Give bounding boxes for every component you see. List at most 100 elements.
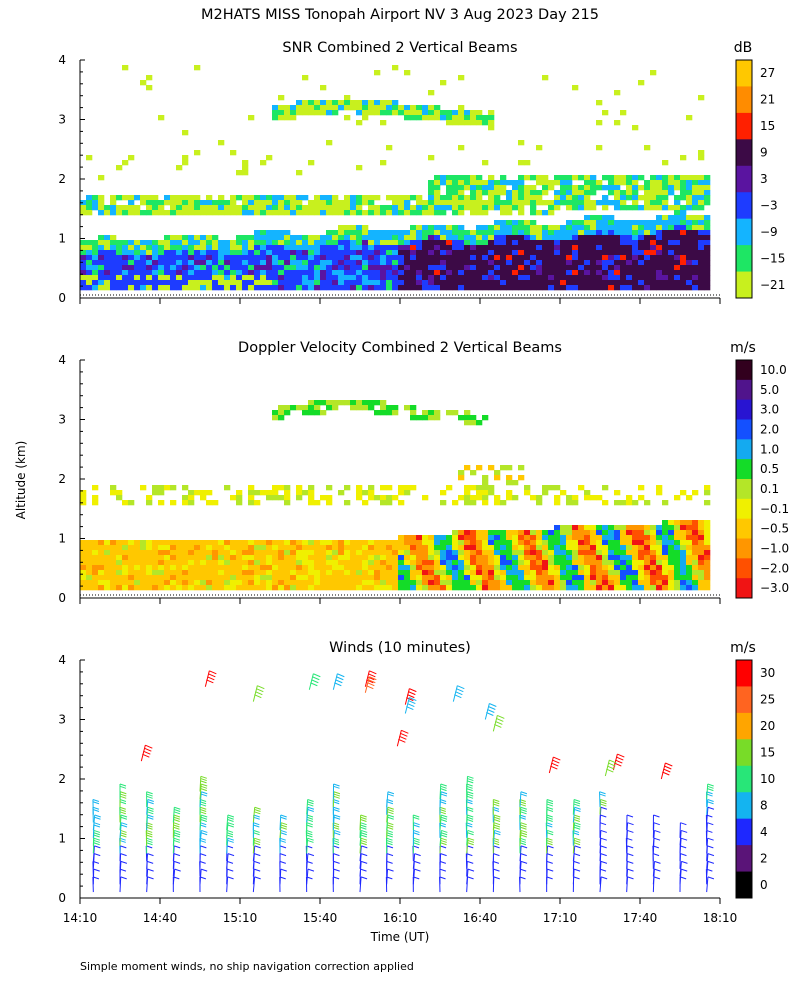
barb-flag <box>627 876 634 880</box>
barb-staff <box>359 845 362 862</box>
snr-cell <box>608 235 615 241</box>
snr-cell <box>596 220 603 226</box>
barb-flag <box>119 809 126 812</box>
snr-cell <box>500 265 507 271</box>
snr-cell <box>104 245 111 251</box>
doppler-cell <box>188 545 195 551</box>
snr-cell <box>650 70 657 76</box>
wind-barb <box>492 829 501 846</box>
barb-flag <box>546 806 554 810</box>
snr-cell <box>476 270 483 276</box>
snr-cell <box>416 265 423 271</box>
doppler-cell <box>518 575 525 581</box>
barb-flag <box>94 816 101 820</box>
snr-cell <box>602 195 609 201</box>
snr-cell <box>566 190 573 196</box>
doppler-cell <box>560 545 567 551</box>
doppler-cell <box>80 570 87 576</box>
snr-cell <box>626 230 633 236</box>
doppler-cell <box>674 520 681 526</box>
snr-cell <box>704 280 711 286</box>
snr-cell <box>656 280 663 286</box>
snr-cell <box>314 100 321 106</box>
snr-cell <box>440 180 447 186</box>
snr-cell <box>428 285 435 291</box>
snr-cell <box>530 220 537 226</box>
barb-flag <box>199 803 207 807</box>
wind-barb <box>332 876 340 893</box>
doppler-cell <box>398 535 405 541</box>
snr-cell <box>344 235 351 241</box>
snr-cell <box>626 205 633 211</box>
doppler-cell <box>158 575 165 581</box>
doppler-cell <box>614 575 621 581</box>
doppler-cell <box>194 585 201 591</box>
snr-cell <box>392 245 399 251</box>
snr-cell <box>584 270 591 276</box>
doppler-cell <box>518 570 525 576</box>
doppler-cell <box>440 490 447 496</box>
snr-cell <box>416 105 423 111</box>
snr-cell <box>536 210 543 216</box>
snr-cell <box>656 185 663 191</box>
snr-cell <box>122 65 129 71</box>
doppler-cell <box>344 580 351 586</box>
barb-flag <box>466 783 473 787</box>
doppler-cell <box>650 545 657 551</box>
doppler-cell <box>86 555 93 561</box>
doppler-cell <box>122 540 129 546</box>
wind-barb <box>519 829 528 846</box>
doppler-cell <box>326 565 333 571</box>
doppler-cell <box>410 570 417 576</box>
snr-cell <box>368 195 375 201</box>
doppler-cell <box>194 560 201 566</box>
doppler-cell <box>650 550 657 556</box>
barb-flag <box>387 793 394 797</box>
snr-cell <box>674 240 681 246</box>
snr-cell <box>368 255 375 261</box>
snr-cell <box>530 190 537 196</box>
barb-flag <box>200 785 208 789</box>
snr-cell <box>80 200 87 206</box>
doppler-cell <box>620 540 627 546</box>
snr-cell <box>452 185 459 191</box>
doppler-cell <box>494 545 501 551</box>
doppler-cell <box>284 580 291 586</box>
snr-cell <box>524 280 531 286</box>
doppler-cell <box>236 580 243 586</box>
snr-cell <box>608 220 615 226</box>
snr-cell <box>698 155 705 161</box>
doppler-cell <box>152 585 159 591</box>
doppler-cell <box>242 565 249 571</box>
doppler-cell <box>392 410 399 416</box>
doppler-cell <box>644 565 651 571</box>
wind-barb <box>92 799 100 815</box>
snr-cell <box>368 280 375 286</box>
snr-cell <box>632 225 639 231</box>
snr-cell <box>230 240 237 246</box>
doppler-cell <box>404 545 411 551</box>
barb-flag <box>547 845 554 849</box>
snr-cell <box>434 265 441 271</box>
doppler-cell <box>296 495 303 501</box>
doppler-cell <box>356 570 363 576</box>
snr-cell <box>356 265 363 271</box>
snr-cell <box>518 260 525 266</box>
doppler-cell <box>542 555 549 561</box>
snr-cell <box>554 190 561 196</box>
barb-flag <box>332 824 340 828</box>
snr-cell <box>446 180 453 186</box>
barb-flag <box>519 868 527 872</box>
snr-cell <box>104 280 111 286</box>
snr-cell <box>170 255 177 261</box>
snr-cell <box>452 190 459 196</box>
doppler-cell <box>92 560 99 566</box>
doppler-cell <box>626 500 633 506</box>
doppler-cell <box>398 545 405 551</box>
doppler-cell <box>92 580 99 586</box>
doppler-cell <box>182 570 189 576</box>
doppler-cell <box>614 565 621 571</box>
snr-cell <box>392 205 399 211</box>
snr-cell <box>218 285 225 291</box>
doppler-cell <box>596 560 603 566</box>
